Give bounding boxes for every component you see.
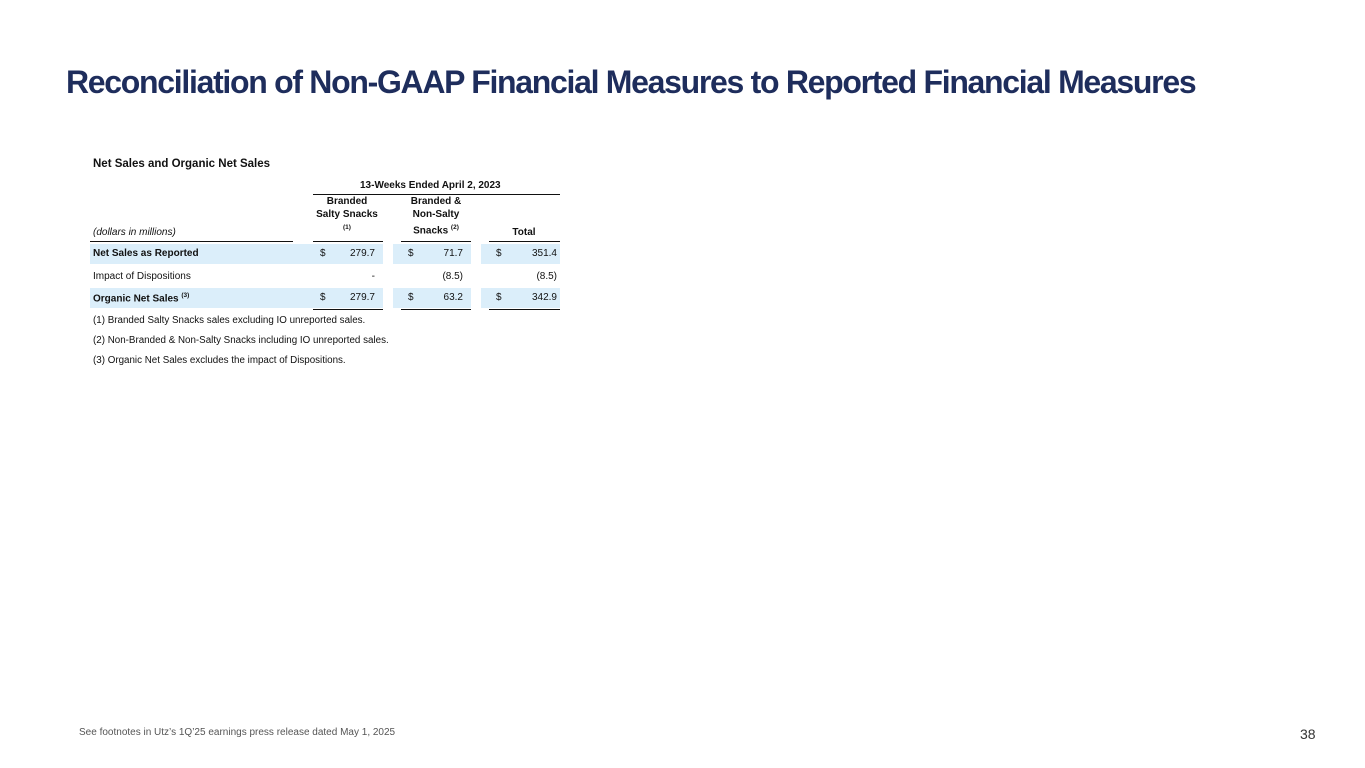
value-cell: (8.5) (442, 271, 463, 282)
footnote: (3) Organic Net Sales excludes the impac… (93, 355, 346, 366)
value-cell: 351.4 (531, 248, 557, 259)
band-gap (383, 288, 393, 308)
footnote: (2) Non-Branded & Non-Salty Snacks inclu… (93, 335, 389, 346)
period-header-rule (313, 194, 560, 195)
source-note: See footnotes in Utz’s 1Q’25 earnings pr… (79, 727, 396, 738)
net-sales-table: Net Sales and Organic Net Sales 13-Weeks… (90, 156, 560, 376)
total-rule-col2 (401, 309, 471, 310)
total-rule-col3 (489, 309, 560, 310)
row-label: Net Sales as Reported (93, 248, 199, 259)
period-header: 13-Weeks Ended April 2, 2023 (360, 180, 501, 191)
column-header-branded-non-salty-snacks: Branded & Non-Salty Snacks (2) (410, 196, 462, 237)
value-cell: 63.2 (443, 292, 463, 303)
table-row: Organic Net Sales (3) $ 279.7 $ 63.2 $ 3… (90, 288, 560, 308)
total-rule-col1 (313, 309, 383, 310)
table-row: Net Sales as Reported $ 279.7 $ 71.7 $ 3… (90, 244, 560, 264)
value-cell: - (371, 271, 375, 282)
row-label: Impact of Dispositions (93, 271, 191, 282)
value-cell: 342.9 (531, 292, 557, 303)
row-label: Organic Net Sales (3) (93, 292, 190, 305)
value-cell: 279.7 (349, 292, 375, 303)
row-band (90, 288, 560, 308)
currency-symbol: $ (496, 248, 502, 259)
header-rule-label (90, 241, 293, 242)
column-header-branded-salty-snacks: Branded Salty Snacks (1) (316, 196, 378, 231)
row-band (90, 244, 560, 264)
page-title: Reconciliation of Non-GAAP Financial Mea… (66, 64, 1197, 100)
header-rule-col2 (401, 241, 471, 242)
currency-symbol: $ (408, 292, 414, 303)
currency-symbol: $ (320, 248, 326, 259)
currency-symbol: $ (408, 248, 414, 259)
currency-symbol: $ (320, 292, 326, 303)
value-cell: 279.7 (349, 248, 375, 259)
band-gap (383, 244, 393, 264)
currency-symbol: $ (496, 292, 502, 303)
table-row: Impact of Dispositions - (8.5) (8.5) (90, 267, 560, 287)
band-gap (471, 244, 481, 264)
value-cell: 71.7 (443, 248, 463, 259)
value-cell: (8.5) (536, 271, 557, 282)
units-label: (dollars in millions) (93, 227, 176, 238)
table-section-title: Net Sales and Organic Net Sales (93, 158, 271, 170)
column-header-total: Total (512, 227, 536, 238)
band-gap (471, 288, 481, 308)
page-number: 38 (1300, 726, 1316, 742)
header-rule-col3 (489, 241, 560, 242)
footnote: (1) Branded Salty Snacks sales excluding… (93, 315, 366, 326)
header-rule-col1 (313, 241, 383, 242)
